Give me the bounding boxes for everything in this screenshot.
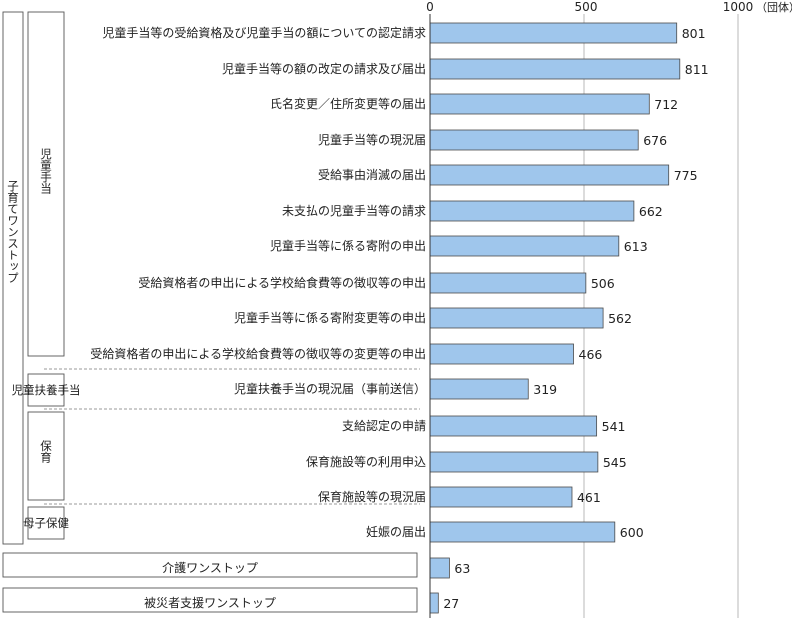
bar-7 [429, 272, 587, 294]
value-label-14: 600 [620, 525, 644, 540]
category-label-1: 児童手当等の額の改定の請求及び届出 [222, 61, 426, 76]
value-label-1: 811 [685, 62, 709, 77]
group-label-jidoteate: 児童手当 [39, 148, 53, 195]
bar-1 [429, 58, 681, 80]
value-label-9: 466 [579, 347, 603, 362]
x-tick-label-1000: 1000 [723, 0, 754, 14]
category-label-13: 保育施設等の現況届 [318, 489, 426, 504]
bar-3 [429, 129, 639, 151]
category-label-15: 介護ワンストップ [162, 560, 258, 575]
value-label-13: 461 [577, 490, 601, 505]
bar-10 [429, 378, 529, 400]
category-label-7: 受給資格者の申出による学校給食費等の徴収等の申出 [138, 275, 426, 290]
bar-13 [429, 486, 573, 508]
category-label-10: 児童扶養手当の現況届（事前送信） [234, 381, 426, 396]
value-label-0: 801 [682, 26, 706, 41]
x-axis-unit: （団体） [756, 0, 792, 14]
value-label-16: 27 [443, 596, 459, 611]
category-label-16: 被災者支援ワンストップ [144, 596, 276, 610]
value-label-12: 545 [603, 455, 627, 470]
bar-0 [429, 22, 678, 44]
bar-9 [429, 343, 574, 365]
group-label-kosodate: 子育てワンストップ [6, 180, 20, 284]
group-box-hoiku [27, 411, 65, 501]
value-label-3: 676 [643, 133, 667, 148]
bar-6 [429, 235, 620, 257]
value-label-7: 506 [591, 276, 615, 291]
group-box-jidofuyo [27, 373, 65, 407]
value-label-11: 541 [602, 419, 626, 434]
bars-layer: 児童手当等の受給資格及び児童手当の額についての認定請求 801 児童手当等の額の改定… [90, 22, 709, 614]
group-box-hisaisha [2, 587, 418, 613]
category-label-2: 氏名変更／住所変更等の届出 [270, 96, 426, 111]
value-label-15: 63 [454, 561, 470, 576]
x-axis-ticks: 0 500 1000 （団体） [426, 0, 792, 14]
group-box-kosodate [2, 11, 24, 545]
category-label-5: 未支払の児童手当等の請求 [282, 203, 426, 218]
category-label-0: 児童手当等の受給資格及び児童手当の額についての認定請求 [102, 25, 426, 40]
value-label-5: 662 [639, 204, 663, 219]
category-label-11: 支給認定の申請 [342, 418, 426, 433]
x-tick-label-0: 0 [426, 0, 434, 14]
category-label-4: 受給事由消滅の届出 [318, 168, 426, 182]
category-label-12: 保育施設等の利用申込 [306, 454, 426, 469]
category-label-8: 児童手当等に係る寄附変更等の申出 [234, 310, 426, 325]
value-label-8: 562 [608, 311, 632, 326]
value-label-10: 319 [533, 382, 557, 397]
category-label-9: 受給資格者の申出による学校給食費等の徴収等の変更等の申出 [90, 346, 426, 361]
bar-15 [429, 557, 450, 579]
value-label-2: 712 [654, 97, 678, 112]
group-label-boshihoken: 母子保健 [23, 516, 69, 530]
value-label-4: 775 [674, 168, 698, 183]
value-label-6: 613 [624, 239, 648, 254]
group-box-kaigo [2, 552, 418, 578]
group-box-jidoteate [27, 11, 65, 357]
group-label-jidofuyo: 児童扶養手当 [12, 383, 81, 397]
bar-8 [429, 307, 604, 329]
bar-11 [429, 415, 598, 437]
category-label-14: 妊娠の届出 [366, 525, 426, 539]
bar-4 [429, 164, 670, 186]
category-label-3: 児童手当等の現況届 [318, 132, 426, 147]
category-label-6: 児童手当等に係る寄附の申出 [270, 238, 426, 253]
group-label-hoiku: 保育 [39, 439, 53, 464]
group-box-boshihoken [27, 506, 65, 540]
bar-12 [429, 451, 599, 473]
x-tick-label-500: 500 [575, 0, 598, 14]
bar-2 [429, 93, 650, 115]
bar-14 [429, 521, 616, 543]
bar-5 [429, 200, 635, 222]
group-layer: 子育てワンストップ 児童手当 児童扶養手当 保育 母子保健 [2, 11, 420, 613]
bar-16 [429, 592, 439, 614]
